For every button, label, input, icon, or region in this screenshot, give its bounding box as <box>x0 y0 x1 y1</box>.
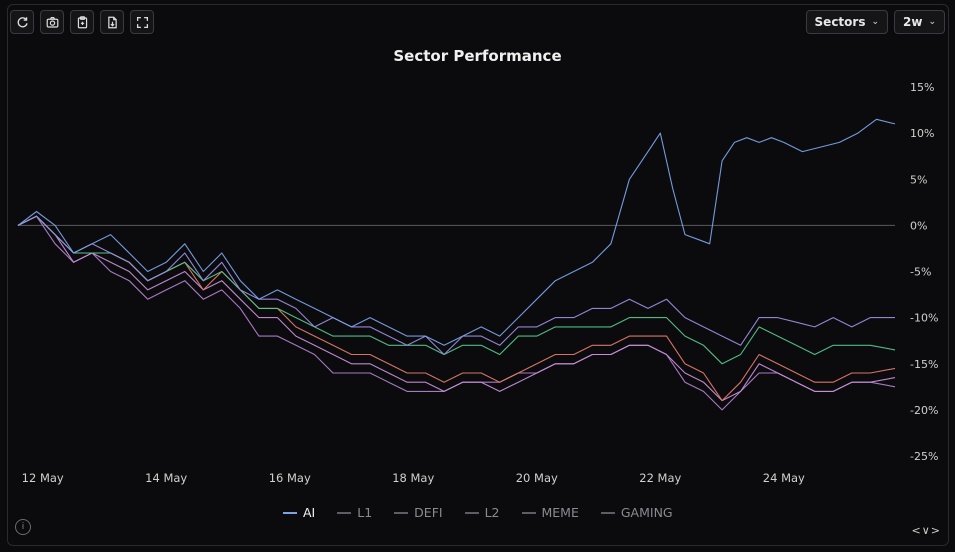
x-tick-label: 16 May <box>269 471 311 485</box>
chart-legend: AI L1 DEFI L2 MEME GAMING <box>283 505 673 520</box>
legend-swatch <box>464 511 479 514</box>
chart-selectors: Sectors ⌄ 2w ⌄ <box>805 10 945 34</box>
x-tick-label: 14 May <box>145 471 187 485</box>
time-range-select[interactable]: 2w ⌄ <box>894 10 945 34</box>
legend-label: L1 <box>357 505 373 520</box>
legend-item-l2[interactable]: L2 <box>464 505 500 520</box>
y-tick-label: -5% <box>910 266 931 279</box>
legend-swatch <box>283 511 297 514</box>
y-tick-label: -20% <box>910 404 938 417</box>
legend-swatch <box>337 511 352 514</box>
fullscreen-button[interactable] <box>130 10 154 34</box>
legend-item-defi[interactable]: DEFI <box>394 505 443 520</box>
y-tick-label: 10% <box>910 127 934 140</box>
legend-label: AI <box>303 505 316 520</box>
y-tick-label: -10% <box>910 312 938 325</box>
chart-toolbar <box>10 10 154 34</box>
sector-group-value: Sectors <box>814 15 866 29</box>
legend-item-ai[interactable]: AI <box>283 505 315 520</box>
series-line-ai <box>17 118 896 346</box>
legend-swatch <box>600 511 615 514</box>
series-line-meme <box>17 215 896 402</box>
series-line-l1 <box>17 215 895 356</box>
y-tick-label: -15% <box>910 358 938 371</box>
sector-group-select[interactable]: Sectors ⌄ <box>805 10 889 34</box>
legend-swatch <box>394 511 409 514</box>
export-button[interactable] <box>100 10 124 34</box>
series-line-gaming <box>17 215 896 411</box>
x-tick-label: 24 May <box>763 471 805 485</box>
y-tick-label: 0% <box>910 219 927 232</box>
clipboard-icon <box>77 15 87 28</box>
chevron-down-icon: ⌄ <box>871 17 880 27</box>
y-tick-label: 5% <box>910 173 927 186</box>
refresh-button[interactable] <box>10 10 34 34</box>
y-tick-label: 15% <box>910 81 934 94</box>
export-file-icon <box>107 16 117 28</box>
legend-label: MEME <box>541 505 579 520</box>
legend-item-l1[interactable]: L1 <box>337 505 372 520</box>
x-tick-label: 20 May <box>516 471 558 485</box>
y-tick-label: -25% <box>910 450 938 463</box>
legend-label: GAMING <box>620 505 673 520</box>
x-tick-label: 22 May <box>639 471 681 485</box>
x-tick-label: 12 May <box>22 471 64 485</box>
x-tick-label: 18 May <box>392 471 434 485</box>
copy-button[interactable] <box>70 10 94 34</box>
legend-label: DEFI <box>414 505 443 520</box>
legend-item-meme[interactable]: MEME <box>521 505 579 520</box>
legend-swatch <box>521 511 536 514</box>
camera-icon <box>46 16 58 28</box>
legend-label: L2 <box>484 505 500 520</box>
chart-panel <box>7 4 949 546</box>
info-icon[interactable]: i <box>15 519 31 535</box>
fullscreen-icon <box>136 16 148 28</box>
chart-title: Sector Performance <box>393 47 562 65</box>
time-range-value: 2w <box>903 15 923 29</box>
screenshot-button[interactable] <box>40 10 64 34</box>
refresh-icon <box>17 16 28 27</box>
legend-item-gaming[interactable]: GAMING <box>600 505 673 520</box>
chevron-down-icon: ⌄ <box>928 17 936 27</box>
legend-nav[interactable]: <∨> <box>911 524 941 537</box>
